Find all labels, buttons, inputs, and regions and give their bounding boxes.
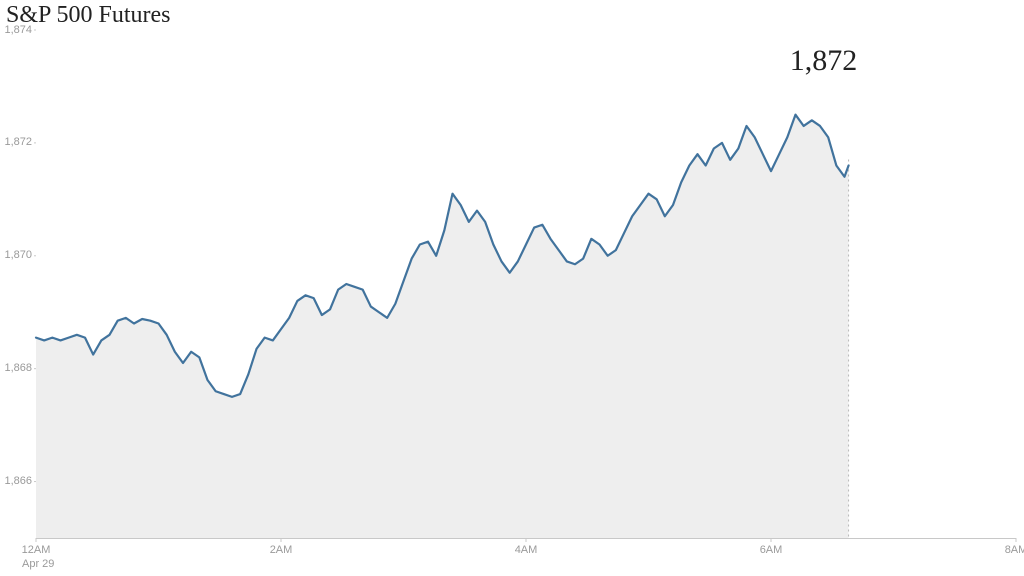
- area-fill: [36, 115, 849, 538]
- y-tick-label: 1,874: [2, 24, 32, 36]
- x-tick-label: 12AM: [22, 544, 51, 556]
- x-tick-label: 4AM: [515, 544, 538, 556]
- y-tick-label: 1,868: [2, 362, 32, 374]
- x-axis-sublabel: Apr 29: [22, 558, 54, 570]
- x-tick-label: 6AM: [760, 544, 783, 556]
- x-tick-label: 8AM: [1005, 544, 1024, 556]
- chart-container: { "chart": { "type": "area", "title": "S…: [0, 0, 1024, 576]
- y-tick-label: 1,870: [2, 249, 32, 261]
- y-tick-label: 1,872: [2, 136, 32, 148]
- chart-svg: [0, 0, 1024, 576]
- x-tick-label: 2AM: [270, 544, 293, 556]
- y-tick-label: 1,866: [2, 475, 32, 487]
